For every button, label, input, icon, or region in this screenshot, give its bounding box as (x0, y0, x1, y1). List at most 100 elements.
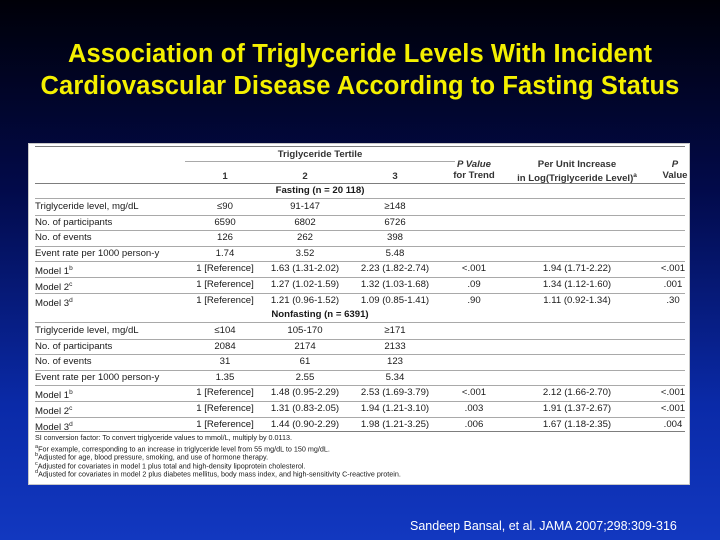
cell-p-value: .004 (663, 418, 683, 430)
row-label-text: Model 2 (35, 406, 70, 418)
cell-tertile-2: 1.44 (0.90-2.29) (270, 418, 340, 430)
row-rule (35, 277, 685, 278)
cell-tertile-1: 31 (219, 356, 231, 368)
cell-p-value: <.001 (660, 263, 686, 275)
slide-title-line-1: Association of Triglyceride Levels With … (67, 40, 653, 68)
cell-p-trend: <.001 (461, 387, 487, 399)
col-header-1: 1 (222, 171, 228, 182)
row-label: Model 3d (35, 419, 73, 433)
p-header-line-2: Value (662, 170, 688, 181)
row-rule (35, 292, 685, 294)
cell-per-unit: 1.34 (1.12-1.60) (542, 279, 612, 290)
row-rule (35, 214, 685, 216)
footnote: cAdjusted for covariates in model 1 plus… (35, 460, 305, 471)
cell-tertile-2: 1.48 (0.95-2.29) (270, 387, 340, 399)
row-label-text: Triglyceride level, mg/dL (35, 201, 139, 212)
p-trend-header-line-2: for Trend (453, 170, 495, 181)
per-unit-header-line-2: in Log(Triglyceride Level)a (507, 170, 647, 184)
row-label-sup: d (69, 420, 73, 428)
cell-tertile-3: 1.32 (1.03-1.68) (360, 279, 430, 290)
cell-tertile-1: 1 [Reference] (196, 263, 254, 275)
col-header-2: 2 (302, 171, 308, 182)
cell-per-unit: 1.67 (1.18-2.35) (542, 418, 612, 430)
col-header-3: 3 (392, 171, 398, 182)
row-label-text: Model 2 (35, 282, 70, 294)
cell-p-value: .30 (666, 294, 680, 306)
cell-p-value: <.001 (660, 403, 686, 414)
row-label-text: No. of participants (35, 216, 113, 228)
row-rule (35, 416, 685, 418)
row-label: Event rate per 1000 person-y (35, 372, 159, 383)
table-top-rule (35, 146, 685, 147)
results-table: Triglyceride Tertile 1 2 3 P Value for T… (28, 143, 690, 485)
cell-p-value: .001 (663, 279, 683, 290)
row-label-text: Event rate per 1000 person-y (35, 247, 160, 259)
row-rule (35, 401, 685, 402)
cell-per-unit: 1.11 (0.92-1.34) (543, 294, 611, 306)
row-rule (35, 230, 685, 232)
cell-tertile-3: 123 (386, 356, 403, 368)
cell-tertile-2: 105-170 (287, 325, 323, 336)
cell-p-value: <.001 (660, 387, 686, 399)
footnote: bAdjusted for age, blood pressure, smoki… (35, 451, 268, 462)
row-label-text: Model 3 (35, 297, 70, 309)
cell-tertile-3: 398 (386, 232, 403, 244)
footnote-text: For example, corresponding to an increas… (38, 443, 330, 453)
footnote-text: SI conversion factor: To convert triglyc… (35, 433, 292, 442)
cell-p-trend: <.001 (461, 263, 487, 275)
cell-tertile-3: 1.94 (1.21-3.10) (360, 403, 430, 414)
cell-tertile-1: 126 (216, 232, 233, 244)
row-label: No. of events (35, 356, 92, 367)
row-label: Event rate per 1000 person-y (35, 248, 159, 259)
row-label: Model 3d (35, 295, 73, 309)
row-label: Model 1b (35, 387, 73, 401)
cell-p-trend: .003 (464, 403, 484, 414)
cell-p-trend: .90 (467, 294, 481, 306)
row-label-text: Event rate per 1000 person-y (35, 371, 160, 383)
row-label: Triglyceride level, mg/dL (35, 325, 139, 336)
row-label: No. of participants (35, 217, 112, 228)
row-label-text: No. of participants (35, 340, 113, 352)
cell-per-unit: 1.94 (1.71-2.22) (542, 263, 612, 275)
p-header-line-1: P (671, 159, 679, 170)
cell-tertile-2: 2174 (294, 340, 316, 352)
row-label-sup: d (69, 296, 73, 304)
cell-tertile-3: 2.53 (1.69-3.79) (360, 387, 430, 399)
footnote: SI conversion factor: To convert triglyc… (35, 433, 292, 442)
row-rule (35, 369, 685, 371)
row-label-text: No. of events (35, 356, 92, 368)
row-label: No. of participants (35, 341, 112, 352)
row-label-text: No. of events (35, 232, 92, 244)
row-label: Model 1b (35, 263, 73, 277)
p-trend-header-line-1: P Value (457, 159, 491, 170)
row-label-text: Triglyceride level, mg/dL (35, 325, 139, 336)
cell-tertile-2: 61 (299, 356, 311, 368)
cell-tertile-3: 2.23 (1.82-2.74) (360, 263, 430, 275)
footnote-text: Adjusted for covariates in model 2 plus … (38, 469, 401, 479)
fasting-section-header: Fasting (n = 20 118) (275, 185, 365, 196)
header-bottom-rule (35, 183, 685, 184)
nonfasting-section-header: Nonfasting (n = 6391) (271, 309, 369, 320)
row-label-sup: b (69, 265, 73, 273)
cell-tertile-2: 91-147 (290, 201, 320, 212)
fasting-section-rule (35, 198, 685, 199)
cell-tertile-3: ≥148 (384, 201, 406, 212)
table-bottom-rule (35, 431, 685, 432)
cell-tertile-1: 1 [Reference] (196, 387, 254, 399)
cell-tertile-2: 2.55 (295, 371, 315, 383)
cell-tertile-1: ≤90 (217, 201, 233, 212)
cell-tertile-3: 5.48 (385, 247, 405, 259)
row-label-sup: c (69, 405, 73, 412)
row-label-sup: b (69, 389, 73, 397)
row-rule (35, 245, 685, 247)
cell-per-unit: 2.12 (1.66-2.70) (542, 387, 612, 399)
footnote-sup: b (35, 452, 39, 458)
row-label: Triglyceride level, mg/dL (35, 201, 139, 212)
cell-tertile-1: 2084 (214, 340, 236, 352)
per-unit-header-sup: a (633, 172, 637, 179)
cell-tertile-1: 1 [Reference] (196, 279, 254, 290)
cell-tertile-2: 1.27 (1.02-1.59) (270, 279, 340, 290)
cell-tertile-1: 1 [Reference] (196, 403, 254, 414)
footnote-text: Adjusted for covariates in model 1 plus … (37, 460, 306, 470)
cell-tertile-3: ≥171 (384, 325, 406, 336)
